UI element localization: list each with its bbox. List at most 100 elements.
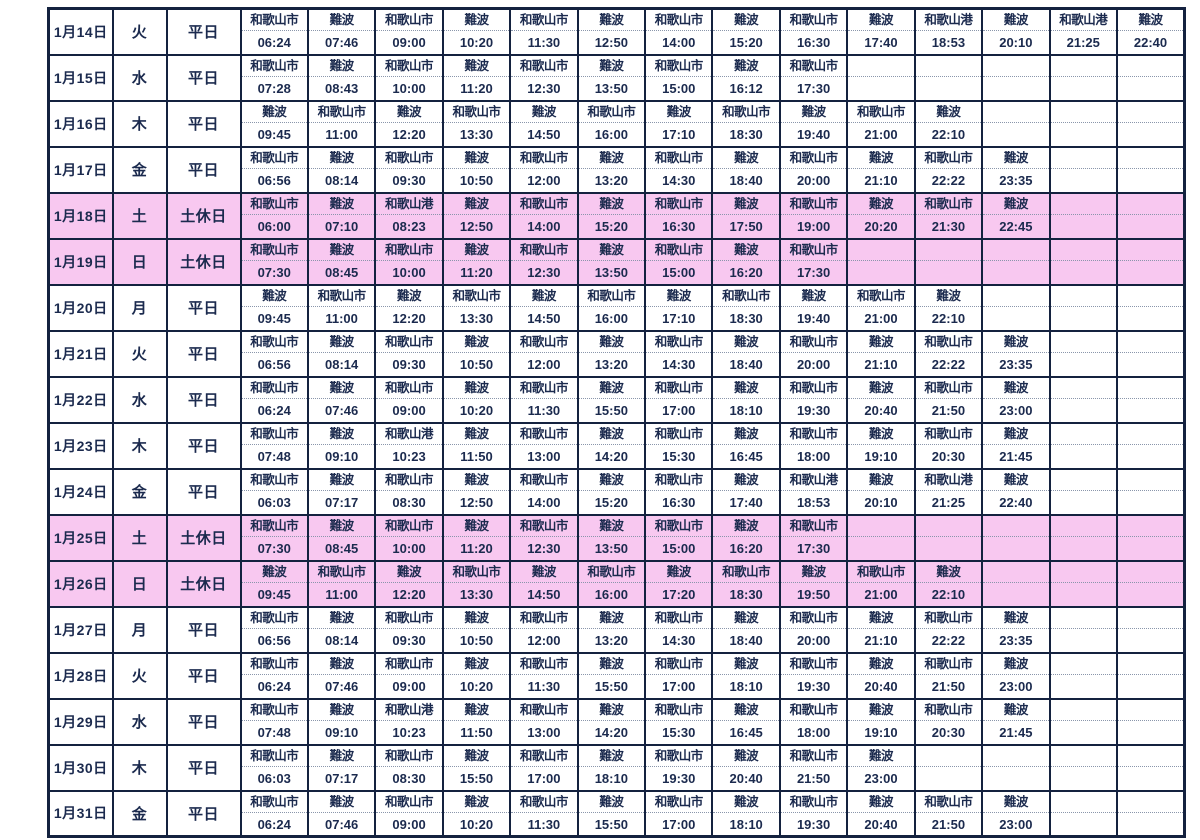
day-type-cell: 平日 bbox=[165, 789, 242, 838]
departure-time-label: 22:40 bbox=[1133, 35, 1168, 51]
departure-cell: 難波 15:50 bbox=[576, 375, 647, 424]
departure-cell: 難波 17:20 bbox=[644, 559, 714, 608]
departure-cell: 和歌山市 17:30 bbox=[778, 53, 849, 102]
station-label: 難波 bbox=[849, 609, 913, 629]
departure-cell: 和歌山市 11:30 bbox=[509, 7, 579, 56]
departure-cell: 和歌山市 16:30 bbox=[644, 191, 714, 240]
departure-cell: 難波 19:50 bbox=[778, 559, 849, 608]
day-of-week-cell: 金 bbox=[111, 467, 168, 516]
departure-time-label: 07:46 bbox=[325, 35, 359, 51]
departure-cell: 和歌山市 11:30 bbox=[509, 789, 579, 838]
station-label: 和歌山市 bbox=[512, 425, 576, 445]
departure-cell: 和歌山港 10:23 bbox=[374, 421, 444, 470]
departure-time-label: 14:20 bbox=[594, 449, 628, 464]
departure-cell: 難波 23:00 bbox=[981, 651, 1051, 700]
station-label: 和歌山市 bbox=[781, 609, 846, 629]
departure-cell: 難波 10:20 bbox=[441, 651, 512, 700]
station-label bbox=[1118, 747, 1183, 767]
departure-time-label bbox=[1119, 353, 1183, 375]
departure-time-label: 16:20 bbox=[729, 541, 763, 556]
day-type-cell: 土休日 bbox=[165, 513, 242, 562]
departure-time-label: 14:50 bbox=[527, 127, 561, 142]
departure-time-label: 18:40 bbox=[729, 173, 763, 188]
timetable-row: 1月26日日土休日 難波 09:45 和歌山市 11:00 難波 12:20 和歌山市 13:3… bbox=[47, 559, 1186, 608]
departure-time-label: 16:30 bbox=[796, 35, 831, 51]
station-label bbox=[1051, 379, 1115, 399]
departure-cell: 難波 12:50 bbox=[441, 191, 512, 240]
station-label: 難波 bbox=[849, 195, 913, 215]
station-label: 難波 bbox=[579, 655, 644, 675]
station-label bbox=[1118, 701, 1183, 721]
departure-cell: 難波 20:10 bbox=[846, 467, 916, 516]
station-label: 難波 bbox=[309, 747, 374, 767]
departure-time-label bbox=[984, 123, 1047, 145]
departure-cell: 難波 12:50 bbox=[441, 467, 512, 516]
station-label: 和歌山港 bbox=[781, 471, 846, 491]
departure-time-label: 13:30 bbox=[459, 127, 494, 142]
day-type-cell: 土休日 bbox=[165, 559, 242, 608]
departure-cell: 和歌山市 07:48 bbox=[239, 421, 309, 470]
station-label: 和歌山市 bbox=[849, 103, 913, 123]
departure-cell: 和歌山市 12:00 bbox=[509, 145, 579, 194]
station-label bbox=[849, 517, 913, 537]
departure-time-label: 16:00 bbox=[594, 311, 628, 326]
station-label: 難波 bbox=[579, 517, 644, 537]
departure-cell: 難波 22:10 bbox=[913, 99, 984, 148]
timetable-row: 1月22日水平日 和歌山市 06:24 難波 07:46 和歌山市 09:00 難波 10:20… bbox=[47, 375, 1186, 424]
empty-cell bbox=[1115, 467, 1186, 516]
departure-cell: 難波 13:50 bbox=[576, 53, 647, 102]
station-label: 難波 bbox=[714, 379, 778, 399]
departure-time-label: 22:10 bbox=[931, 127, 966, 142]
departure-cell: 和歌山市 07:28 bbox=[239, 53, 309, 102]
station-label: 難波 bbox=[1118, 11, 1183, 32]
departure-cell: 和歌山市 19:30 bbox=[644, 743, 714, 792]
departure-time-label: 06:24 bbox=[257, 816, 291, 832]
departure-time-label: 20:00 bbox=[796, 357, 831, 372]
departure-cell: 和歌山港 21:25 bbox=[1048, 7, 1118, 56]
empty-cell bbox=[1115, 421, 1186, 470]
station-label: 難波 bbox=[714, 701, 778, 721]
station-label: 和歌山市 bbox=[242, 793, 306, 813]
departure-time-label: 09:45 bbox=[257, 587, 291, 602]
station-label: 和歌山市 bbox=[781, 57, 846, 77]
station-label: 和歌山市 bbox=[377, 333, 441, 353]
departure-cell: 難波 17:10 bbox=[644, 99, 714, 148]
day-of-week-cell: 木 bbox=[111, 421, 168, 470]
station-label bbox=[916, 747, 981, 767]
departure-time-label: 16:00 bbox=[594, 587, 628, 602]
departure-cell: 和歌山市 19:30 bbox=[778, 651, 849, 700]
departure-time-label: 23:35 bbox=[999, 173, 1033, 188]
departure-cell: 和歌山市 15:30 bbox=[644, 421, 714, 470]
empty-cell bbox=[1115, 559, 1186, 608]
departure-time-label bbox=[984, 537, 1047, 559]
date-cell: 1月18日 bbox=[47, 191, 114, 240]
station-label: 和歌山市 bbox=[647, 11, 711, 32]
departure-cell: 和歌山市 22:22 bbox=[913, 605, 984, 654]
departure-time-label bbox=[1052, 353, 1115, 375]
departure-cell: 和歌山港 18:53 bbox=[778, 467, 849, 516]
departure-time-label: 10:20 bbox=[459, 679, 494, 694]
station-label: 和歌山市 bbox=[916, 701, 981, 721]
station-label: 難波 bbox=[714, 517, 778, 537]
station-label: 難波 bbox=[781, 103, 846, 123]
departure-time-label: 08:14 bbox=[325, 633, 359, 648]
departure-cell: 難波 08:43 bbox=[306, 53, 377, 102]
station-label: 難波 bbox=[781, 287, 846, 307]
empty-cell bbox=[981, 513, 1051, 562]
departure-time-label: 15:30 bbox=[662, 449, 696, 464]
departure-cell: 和歌山市 13:00 bbox=[509, 421, 579, 470]
station-label bbox=[1118, 241, 1183, 261]
departure-time-label: 16:12 bbox=[729, 81, 763, 96]
departure-time-label: 06:24 bbox=[257, 679, 291, 694]
departure-cell: 和歌山市 19:30 bbox=[778, 789, 849, 838]
station-label bbox=[1118, 563, 1183, 583]
station-label: 和歌山港 bbox=[1051, 11, 1115, 32]
station-label: 難波 bbox=[984, 333, 1048, 353]
timetable-row: 1月28日火平日 和歌山市 06:24 難波 07:46 和歌山市 09:00 難波 10:20… bbox=[47, 651, 1186, 700]
timetable-row: 1月25日土土休日 和歌山市 07:30 難波 08:45 和歌山市 10:00 難波 11:2… bbox=[47, 513, 1186, 562]
departure-time-label: 09:30 bbox=[392, 173, 426, 188]
day-type-cell: 平日 bbox=[165, 651, 242, 700]
station-label: 難波 bbox=[714, 471, 778, 491]
departure-time-label: 10:00 bbox=[392, 265, 426, 280]
departure-time-label: 18:10 bbox=[729, 816, 763, 832]
